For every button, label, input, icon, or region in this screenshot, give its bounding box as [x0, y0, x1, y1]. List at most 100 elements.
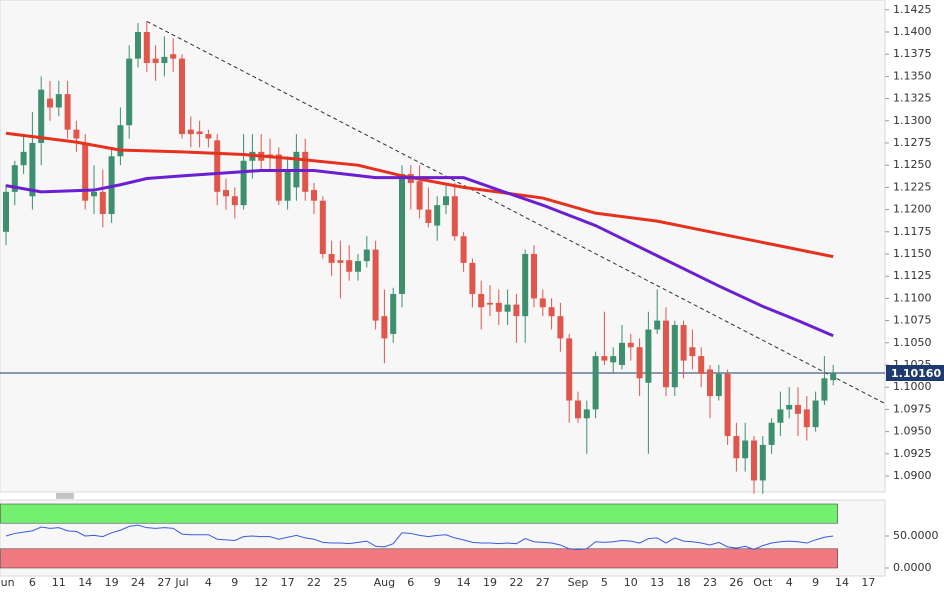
- x-tick-label: 4: [205, 576, 212, 589]
- x-tick-label: 10: [624, 576, 638, 589]
- candle-body: [663, 320, 669, 388]
- candle-body: [399, 174, 405, 294]
- y-tick-label: 1.1200: [893, 203, 932, 216]
- candle-body: [126, 58, 133, 126]
- candle-body: [768, 422, 775, 445]
- x-tick-label: 14: [457, 576, 471, 589]
- candle-body: [680, 325, 687, 361]
- candle-body: [469, 262, 476, 294]
- x-tick-label: 6: [29, 576, 36, 589]
- candle-body: [601, 356, 608, 361]
- candle-body: [619, 342, 625, 366]
- candle-body: [671, 325, 678, 388]
- candle-body: [786, 404, 793, 410]
- candle-body: [214, 140, 221, 192]
- x-tick-label: 26: [729, 576, 743, 589]
- x-tick-label: 23: [703, 576, 717, 589]
- y-tick-label: 1.0975: [893, 402, 932, 415]
- candle-body: [645, 329, 652, 383]
- x-tick-label: 9: [812, 576, 819, 589]
- candle-body: [495, 302, 502, 312]
- y-tick-label: 1.1300: [893, 114, 932, 127]
- candle-body: [223, 190, 229, 197]
- y-tick-label: 1.1100: [893, 291, 932, 304]
- moving-average: [5, 131, 834, 259]
- candle-body: [372, 249, 379, 321]
- candle-body: [636, 347, 643, 379]
- candle-body: [381, 316, 388, 339]
- candle-body: [592, 356, 599, 410]
- y-tick-label: 1.1150: [893, 247, 932, 260]
- candle-body: [434, 205, 441, 226]
- y-tick-label: 1.0900: [893, 469, 932, 482]
- candle-body: [707, 369, 713, 397]
- candle-body: [724, 373, 731, 437]
- candle-body: [733, 436, 740, 459]
- candle-body: [73, 129, 80, 139]
- x-tick-label: 13: [650, 576, 664, 589]
- candle-body: [803, 409, 810, 428]
- candle-body: [583, 409, 590, 419]
- candle-body: [715, 373, 722, 397]
- x-tick-label: Jun: [0, 576, 15, 589]
- candle-body: [161, 56, 168, 64]
- indicator-tick-label: 0.0000: [893, 561, 932, 574]
- candle-body: [187, 129, 194, 135]
- x-tick-label: 9: [434, 576, 441, 589]
- y-tick-label: 1.0950: [893, 425, 932, 438]
- candle-body: [205, 134, 212, 139]
- candle-body: [275, 154, 282, 201]
- y-tick-label: 1.1175: [893, 225, 932, 238]
- candle-body: [742, 440, 749, 459]
- x-tick-label: 6: [407, 576, 414, 589]
- candle-body: [143, 31, 150, 64]
- candle-body: [64, 94, 71, 130]
- x-tick-label: 4: [786, 576, 793, 589]
- candle-body: [812, 400, 819, 428]
- candle-body: [575, 400, 581, 419]
- candle-body: [830, 372, 837, 381]
- candle-body: [795, 404, 801, 414]
- candle-body: [698, 356, 705, 374]
- candle-body: [566, 338, 573, 401]
- candle-body: [284, 169, 291, 201]
- x-tick-label: 24: [131, 576, 145, 589]
- y-tick-label: 1.1075: [893, 314, 932, 327]
- x-tick-label: 12: [254, 576, 268, 589]
- candle-body: [91, 191, 97, 197]
- candle-body: [117, 125, 124, 157]
- x-tick-label: 17: [281, 576, 295, 589]
- candle-body: [522, 253, 529, 317]
- candle-body: [135, 31, 141, 59]
- x-tick-label: 11: [52, 576, 66, 589]
- candle-body: [337, 260, 344, 263]
- candle-body: [82, 142, 89, 201]
- candle-body: [548, 307, 555, 317]
- candle-body: [821, 378, 828, 401]
- moving-average: [5, 169, 834, 338]
- x-tick-label: 18: [677, 576, 691, 589]
- y-tick-label: 1.1125: [893, 269, 932, 282]
- candle-body: [29, 142, 36, 197]
- y-tick-label: 1.1375: [893, 47, 932, 60]
- x-tick-label: 19: [483, 576, 497, 589]
- candle-body: [346, 260, 353, 272]
- candle-body: [319, 200, 326, 254]
- x-tick-label: 27: [536, 576, 550, 589]
- x-tick-label: 25: [333, 576, 347, 589]
- candle-body: [654, 320, 661, 330]
- y-tick-label: 1.1350: [893, 69, 932, 82]
- candle-body: [3, 191, 9, 232]
- x-tick-label: 22: [509, 576, 523, 589]
- candle-body: [443, 196, 449, 206]
- panel-handle: [56, 493, 74, 499]
- x-tick-label: 22: [307, 576, 321, 589]
- candle-body: [311, 190, 317, 201]
- x-tick-label: 14: [835, 576, 849, 589]
- candle-body: [55, 94, 62, 108]
- candle-body: [390, 293, 397, 334]
- candle-body: [179, 58, 185, 135]
- candle-body: [20, 151, 27, 166]
- candle-body: [759, 444, 766, 481]
